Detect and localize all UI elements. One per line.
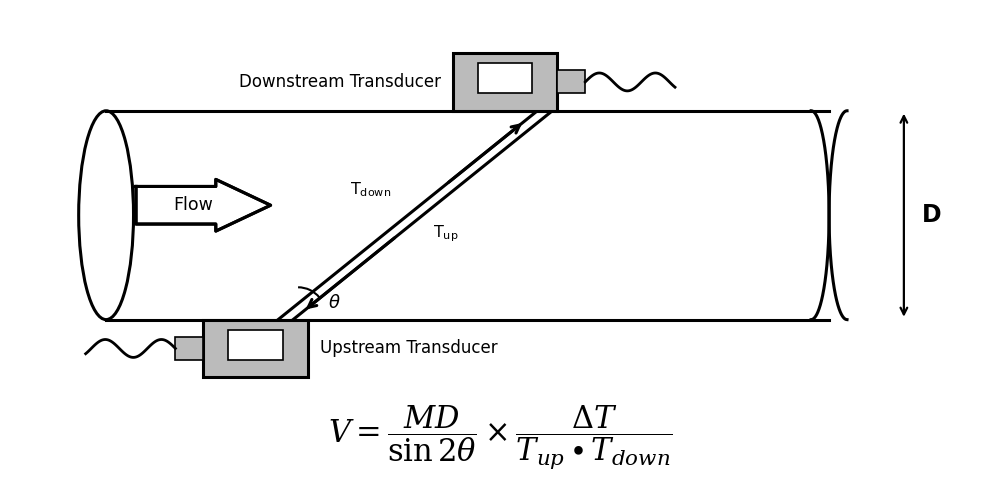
Text: $\theta$: $\theta$: [328, 294, 341, 312]
Text: D: D: [922, 203, 941, 227]
Polygon shape: [136, 180, 271, 231]
Text: T$_{\mathregular{down}}$: T$_{\mathregular{down}}$: [350, 180, 391, 199]
Text: Flow: Flow: [173, 196, 213, 214]
Bar: [478, 64, 532, 94]
Bar: [203, 320, 308, 378]
Bar: [453, 53, 557, 111]
Bar: [557, 70, 585, 94]
Bar: [175, 337, 203, 360]
Text: Downstream Transducer: Downstream Transducer: [239, 73, 441, 91]
Text: Upstream Transducer: Upstream Transducer: [320, 340, 498, 357]
Text: $V = \dfrac{MD}{\sin 2\theta} \times \dfrac{\Delta T}{T_{up} \bullet T_{down}}$: $V = \dfrac{MD}{\sin 2\theta} \times \df…: [328, 403, 672, 471]
Bar: [228, 330, 283, 360]
Text: T$_{\mathregular{up}}$: T$_{\mathregular{up}}$: [433, 223, 458, 244]
